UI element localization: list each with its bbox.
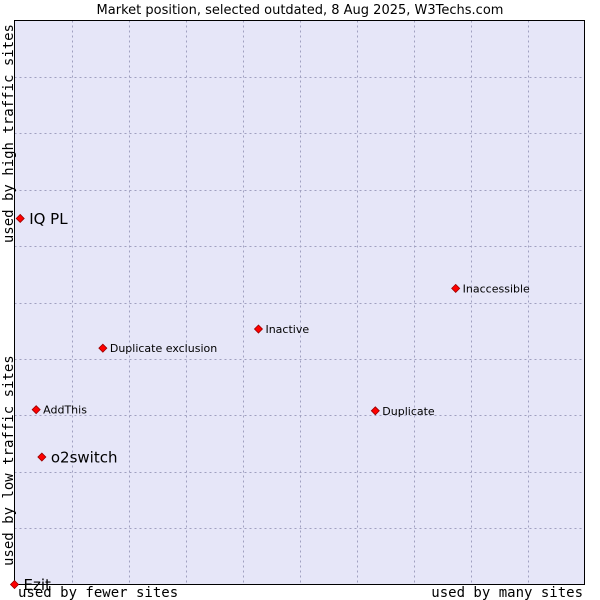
plot-frame [14,20,585,585]
y-axis-label-bottom: used by low traffic sites [1,355,17,566]
data-point-iq-pl: IQ PL [15,210,68,228]
point-marker [31,405,41,415]
grid-lines [14,20,585,585]
data-point-inactive: Inactive [253,323,309,336]
y-axis-label-top: used by high traffic sites [1,24,17,243]
data-point-ezit: Ezit [9,576,52,594]
data-point-addthis: AddThis [31,404,87,417]
data-points: IQ PL Inaccessible Inactive Duplicate exclu… [9,210,530,594]
point-marker [253,324,264,334]
point-marker [9,579,20,590]
data-point-inaccessible: Inaccessible [451,282,530,295]
point-label: AddThis [43,404,87,417]
plot-area [14,20,585,585]
point-marker [15,213,25,224]
point-marker [451,283,461,293]
point-marker [37,452,47,462]
data-point-duplicate: Duplicate [370,405,435,418]
point-label: o2switch [51,449,118,467]
point-label: Inactive [265,323,309,336]
point-label: Duplicate exclusion [110,342,217,355]
point-label: Ezit [24,576,52,594]
point-label: Inaccessible [463,282,530,295]
x-axis-label-right: used by many sites [431,585,583,600]
chart-title: Market position, selected outdated, 8 Au… [97,3,504,18]
point-marker [98,343,108,353]
point-label: IQ PL [29,210,68,228]
point-marker [370,406,380,416]
x-axis-label-left: used by fewer sites [18,585,178,600]
data-point-duplicate-exclusion: Duplicate exclusion [98,342,217,355]
point-label: Duplicate [382,405,435,418]
data-point-o2switch: o2switch [37,449,118,467]
